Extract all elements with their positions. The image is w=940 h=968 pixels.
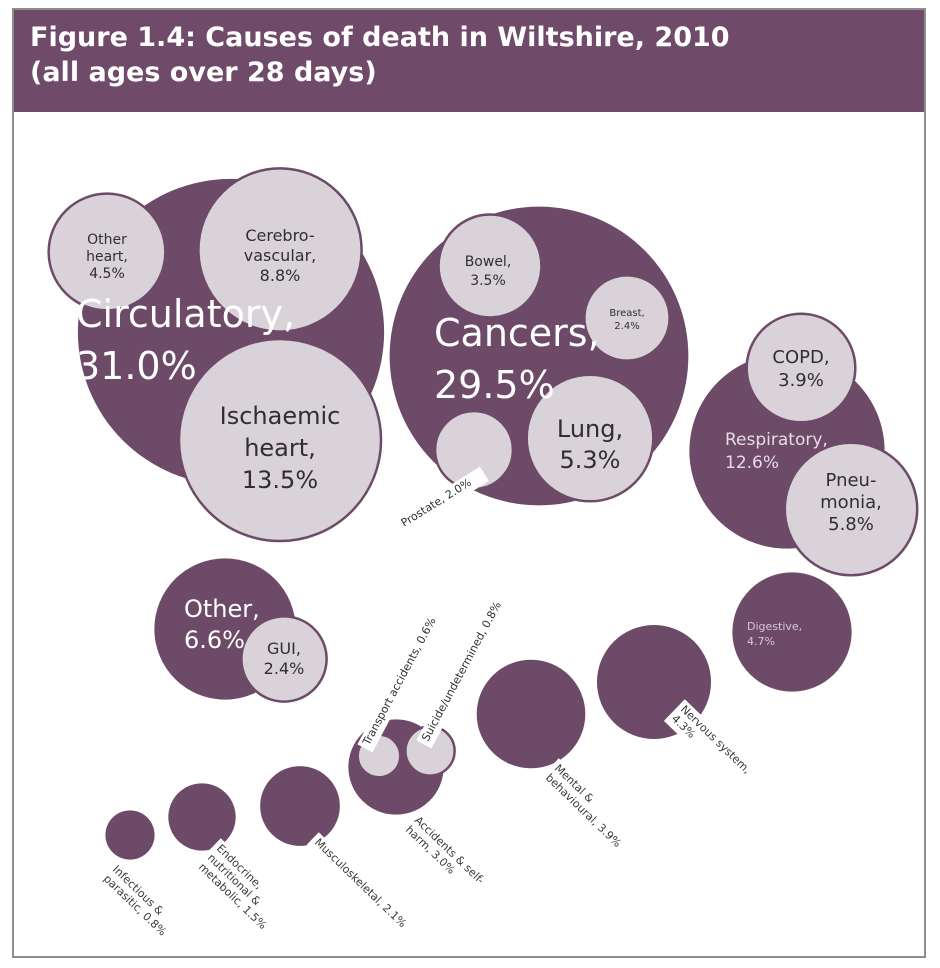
prostate-label-group: Prostate, 2.0% (394, 466, 489, 535)
figure-header: Figure 1.4: Causes of death in Wiltshire… (14, 10, 924, 112)
suicide-undetermined-label-label-bg (416, 581, 516, 749)
nervous-system-label-label-bg (663, 699, 762, 796)
bubble-chart: Circulatory, 31.0% Other heart, 4.5% Cerebro-… (14, 112, 924, 956)
bowel-label-group: Bowel, 3.5% (465, 254, 512, 289)
transport-accidents-label-label-bg (357, 591, 454, 753)
endocrine-nutritional-metabolic-bubble (168, 783, 236, 851)
other-label: Other, 6.6% (184, 595, 260, 654)
breast-bubble (583, 274, 671, 362)
mental-behavioural-label-label-bg (537, 758, 646, 864)
cerebrovascular-label-group: Cerebro-vascular, 8.8% (244, 226, 316, 285)
endocrine-nutritional-metabolic-label-group: Endocrine,nutritional &metabolic, 1.5% (190, 838, 298, 944)
digestive-label-group: Digestive, 4.7% (747, 620, 802, 648)
cerebrovascular-bubble (197, 167, 363, 333)
infectious-parasitic-label: Infectious &parasitic, 0.8% (101, 863, 178, 939)
pneumonia-bubble (783, 441, 919, 577)
figure-title-line-2: (all ages over 28 days) (30, 57, 377, 88)
gui-bubble (240, 615, 328, 703)
bowel-bubble (437, 213, 543, 319)
copd-label-group: COPD, 3.9% (772, 347, 829, 391)
infectious-parasitic-label-group: Infectious &parasitic, 0.8% (95, 859, 194, 956)
other-label-group: Other, 6.6% (184, 595, 260, 654)
ischaemic-heart-bubble (177, 337, 383, 543)
musculoskeletal-label-label-bg (306, 832, 425, 947)
infectious-parasitic-label-label-bg (95, 859, 194, 956)
lung-label: Lung, 5.3% (557, 415, 623, 474)
other-heart-bubble (47, 192, 167, 312)
copd-label: COPD, 3.9% (772, 347, 829, 391)
mental-behavioural-label-group: Mental &behavioural, 3.9% (537, 758, 646, 864)
cancers-label-group: Cancers, 29.5% (434, 311, 600, 407)
accidents-self-harm-label-label-bg (397, 810, 506, 916)
musculoskeletal-label: Musculoskeletal, 2.1% (312, 836, 409, 930)
gui-label-group: GUI, 2.4% (264, 639, 305, 678)
lung-label-group: Lung, 5.3% (557, 415, 623, 474)
infectious-parasitic-bubble (105, 810, 155, 860)
figure-frame: Figure 1.4: Causes of death in Wiltshire… (12, 8, 926, 958)
digestive-bubble (732, 572, 852, 692)
other-heart-label-group: Other heart, 4.5% (86, 232, 128, 282)
mental-behavioural-bubble (476, 659, 586, 769)
prostate-label: Prostate, 2.0% (399, 476, 474, 530)
musculoskeletal-bubble (260, 766, 340, 846)
cerebrovascular-label: Cerebro-vascular, 8.8% (244, 226, 316, 285)
digestive-label: Digestive, 4.7% (747, 620, 802, 648)
pneumonia-label: Pneu-monia, 5.8% (820, 470, 882, 535)
ischaemic-heart-label: Ischaemic heart, 13.5% (220, 402, 341, 494)
mental-behavioural-label: Mental &behavioural, 3.9% (543, 762, 633, 850)
cancers-label: Cancers, 29.5% (434, 311, 600, 407)
prostate-label-label-bg (394, 466, 489, 535)
musculoskeletal-label-group: Musculoskeletal, 2.1% (306, 832, 425, 947)
accidents-self-harm-label-group: Accidents & self-harm, 3.0% (397, 810, 506, 916)
endocrine-nutritional-metabolic-label-label-bg (190, 838, 298, 944)
bubble-chart-svg: Circulatory, 31.0% Other heart, 4.5% Cerebro-… (47, 167, 919, 956)
copd-bubble (745, 312, 857, 424)
gui-label: GUI, 2.4% (264, 639, 305, 678)
breast-label: Breast, 2.4% (609, 308, 644, 332)
ischaemic-heart-label-group: Ischaemic heart, 13.5% (220, 402, 341, 494)
pneumonia-label-group: Pneu-monia, 5.8% (820, 470, 882, 535)
figure-title-line-1: Figure 1.4: Causes of death in Wiltshire… (30, 22, 730, 53)
lung-bubble (525, 373, 655, 503)
respiratory-label-group: Respiratory, 12.6% (725, 430, 828, 473)
respiratory-label: Respiratory, 12.6% (725, 430, 828, 473)
bowel-label: Bowel, 3.5% (465, 254, 512, 289)
circulatory-label: Circulatory, 31.0% (76, 292, 295, 388)
other-heart-label: Other heart, 4.5% (86, 232, 128, 282)
nervous-system-label-group: Nervous system,4.3% (663, 699, 762, 796)
breast-label-group: Breast, 2.4% (609, 308, 644, 332)
circulatory-label-group: Circulatory, 31.0% (76, 292, 295, 388)
